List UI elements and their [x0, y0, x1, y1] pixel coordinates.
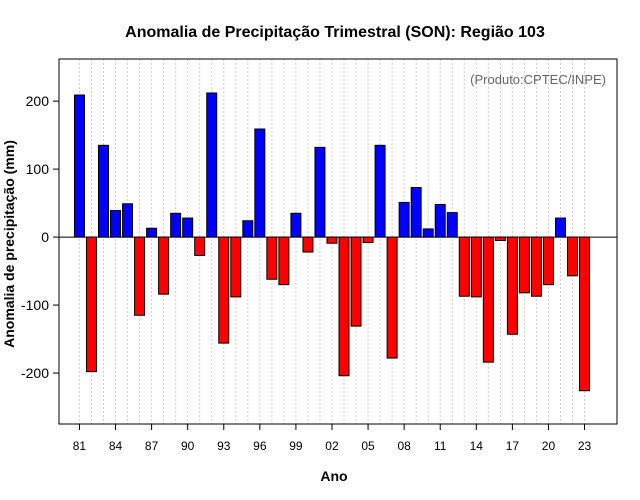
bar-1994 — [230, 236, 242, 298]
bar-1985 — [122, 203, 134, 238]
bar-1999 — [290, 212, 302, 238]
bar-2021 — [554, 217, 566, 238]
bar-2005 — [362, 236, 374, 244]
plot-frame — [58, 58, 618, 425]
bar-1988 — [158, 236, 170, 295]
bar-2020 — [542, 236, 554, 286]
bar-1984 — [110, 210, 122, 238]
bar-1981 — [73, 94, 85, 238]
bar-2003 — [338, 236, 350, 377]
y-tick-label: -200 — [21, 365, 49, 381]
y-tick-label: 0 — [41, 229, 49, 245]
y-tick-label: -100 — [21, 297, 49, 313]
grid-lines — [78, 59, 586, 424]
x-tick-label: 08 — [397, 439, 411, 453]
x-tick-label: 20 — [542, 439, 556, 453]
chart-title: Anomalia de Precipitação Trimestral (SON… — [125, 24, 545, 41]
bar-1983 — [98, 144, 109, 238]
bar-1982 — [85, 236, 97, 373]
bar-1997 — [266, 236, 278, 280]
bar-1996 — [254, 128, 266, 238]
x-tick-label: 99 — [289, 439, 303, 453]
bar-2015 — [482, 236, 494, 363]
x-axis-label: Ano — [320, 468, 347, 484]
bar-2002 — [326, 236, 338, 244]
x-tick-label: 23 — [578, 439, 592, 453]
x-tick-label: 93 — [217, 439, 231, 453]
x-tick-label: 02 — [325, 439, 339, 453]
x-tick-label: 17 — [506, 439, 520, 453]
bar-2019 — [530, 236, 542, 297]
x-tick-label: 90 — [181, 439, 195, 453]
chart-credit: (Produto:CPTEC/INPE) — [470, 72, 606, 87]
x-tick-label: 11 — [434, 439, 447, 453]
bar-1987 — [146, 227, 158, 238]
x-tick-label: 81 — [73, 439, 87, 453]
bar-2016 — [494, 236, 506, 241]
bar-2008 — [398, 201, 410, 238]
bar-1991 — [194, 236, 206, 256]
bar-2006 — [374, 144, 386, 238]
bar-2010 — [422, 228, 434, 238]
x-tick-label: 87 — [145, 439, 159, 453]
bar-1995 — [242, 220, 254, 238]
bar-2013 — [458, 236, 470, 297]
x-tick-label: 96 — [253, 439, 267, 453]
bar-2001 — [314, 146, 326, 238]
bar-2014 — [470, 236, 482, 298]
x-axis: 81 84 87 90 93 96 99 02 05 08 11 14 17 20 23 — [73, 424, 592, 453]
bar-2011 — [434, 203, 446, 238]
bar-1998 — [278, 236, 290, 286]
x-tick-label: 05 — [361, 439, 375, 453]
bar-2007 — [386, 236, 398, 359]
bar-2022 — [567, 236, 578, 277]
y-axis-label: Anomalia de precipitação (mm) — [1, 140, 17, 348]
bar-2012 — [446, 212, 458, 238]
bar-2018 — [518, 236, 530, 294]
bar-2000 — [302, 236, 314, 253]
bar-2004 — [350, 236, 362, 327]
y-axis: -200 -100 0 100 200 — [21, 93, 59, 381]
bar-1986 — [134, 236, 146, 316]
y-tick-label: 200 — [26, 93, 50, 109]
bar-2009 — [410, 186, 422, 238]
x-tick-label: 84 — [109, 439, 123, 453]
bars — [73, 92, 591, 392]
bar-2017 — [506, 236, 518, 335]
bar-2023 — [579, 236, 591, 392]
y-tick-label: 100 — [26, 161, 50, 177]
x-tick-label: 14 — [470, 439, 484, 453]
bar-1993 — [218, 236, 230, 344]
bar-1990 — [182, 217, 194, 238]
bar-1989 — [170, 212, 182, 238]
bar-1992 — [206, 92, 218, 238]
